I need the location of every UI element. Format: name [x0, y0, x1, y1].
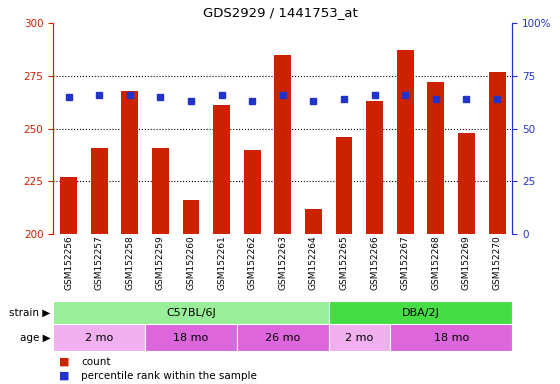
Bar [122, 91, 138, 234]
Text: 18 mo: 18 mo [174, 333, 208, 343]
Bar [237, 324, 329, 351]
Text: GSM152261: GSM152261 [217, 236, 226, 290]
Bar [458, 133, 475, 234]
Text: GSM152267: GSM152267 [401, 236, 410, 290]
Text: GSM152266: GSM152266 [370, 236, 379, 290]
Text: GSM152256: GSM152256 [64, 236, 73, 290]
Text: count: count [81, 357, 111, 367]
Text: GSM152257: GSM152257 [95, 236, 104, 290]
Text: GSM152260: GSM152260 [186, 236, 195, 290]
Text: GSM152259: GSM152259 [156, 236, 165, 290]
Text: 18 mo: 18 mo [433, 333, 469, 343]
Bar [397, 50, 414, 234]
Text: strain ▶: strain ▶ [9, 308, 50, 318]
Text: 2 mo: 2 mo [345, 333, 374, 343]
Text: ■: ■ [59, 357, 69, 367]
Bar [390, 324, 512, 351]
Bar [91, 147, 108, 234]
Text: 26 mo: 26 mo [265, 333, 300, 343]
Text: percentile rank within the sample: percentile rank within the sample [81, 371, 257, 381]
Bar [366, 101, 383, 234]
Bar [329, 301, 512, 324]
Bar [244, 150, 260, 234]
Bar [427, 82, 444, 234]
Text: GSM152262: GSM152262 [248, 236, 256, 290]
Text: GDS2929 / 1441753_at: GDS2929 / 1441753_at [203, 6, 357, 19]
Bar [335, 137, 352, 234]
Text: GSM152270: GSM152270 [493, 236, 502, 290]
Bar [53, 324, 145, 351]
Bar [489, 71, 506, 234]
Bar [60, 177, 77, 234]
Text: age ▶: age ▶ [20, 333, 50, 343]
Text: GSM152269: GSM152269 [462, 236, 471, 290]
Bar [145, 324, 237, 351]
Text: C57BL/6J: C57BL/6J [166, 308, 216, 318]
Bar [274, 55, 291, 234]
Bar [329, 324, 390, 351]
Text: GSM152268: GSM152268 [431, 236, 440, 290]
Bar [53, 301, 329, 324]
Text: DBA/2J: DBA/2J [402, 308, 440, 318]
Text: GSM152264: GSM152264 [309, 236, 318, 290]
Bar [213, 105, 230, 234]
Text: GSM152265: GSM152265 [339, 236, 348, 290]
Text: ■: ■ [59, 371, 69, 381]
Text: GSM152258: GSM152258 [125, 236, 134, 290]
Bar [183, 200, 199, 234]
Text: 2 mo: 2 mo [85, 333, 113, 343]
Text: GSM152263: GSM152263 [278, 236, 287, 290]
Bar [305, 209, 322, 234]
Bar [152, 147, 169, 234]
